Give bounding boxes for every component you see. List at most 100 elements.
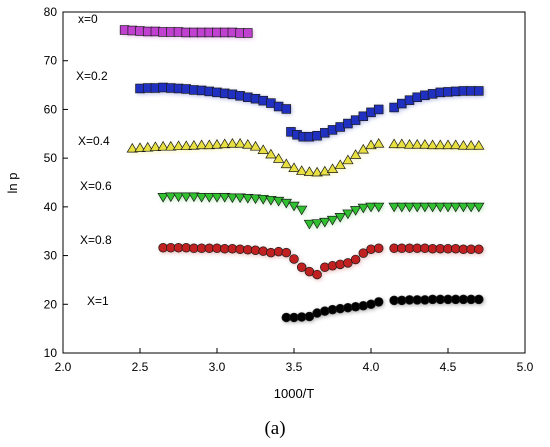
axis-ticks: 2.0 2.5 3.0 3.5 4.0 4.5 5.0 10 20 30 40 50 60 70 80 bbox=[44, 5, 534, 374]
series-label: x=0 bbox=[78, 12, 98, 26]
data-point-series-3 bbox=[419, 202, 431, 213]
data-point-series-2 bbox=[272, 153, 285, 163]
data-point-series-2 bbox=[203, 139, 215, 150]
data-point-series-3 bbox=[165, 192, 177, 203]
x-tick-label: 3.0 bbox=[209, 360, 226, 374]
data-point-series-3 bbox=[211, 193, 223, 203]
data-point-series-2 bbox=[234, 137, 246, 148]
data-point-series-1 bbox=[474, 86, 484, 96]
data-point-series-4 bbox=[350, 254, 361, 265]
data-point-series-3 bbox=[188, 192, 200, 203]
data-point-series-3 bbox=[396, 202, 408, 213]
data-point-series-2 bbox=[226, 137, 239, 148]
data-point-series-4 bbox=[335, 259, 345, 270]
data-point-series-2 bbox=[473, 139, 485, 150]
data-point-series-3 bbox=[342, 209, 354, 220]
data-point-series-1 bbox=[281, 104, 292, 114]
data-point-series-5 bbox=[474, 294, 484, 305]
data-point-series-3 bbox=[442, 202, 454, 213]
data-point-series-2 bbox=[388, 138, 400, 149]
data-point-series-0 bbox=[243, 28, 253, 38]
data-point-series-4 bbox=[474, 244, 484, 254]
data-point-series-2 bbox=[288, 162, 300, 172]
data-point-series-1 bbox=[373, 104, 384, 115]
data-point-series-3 bbox=[349, 206, 362, 216]
data-point-series-3 bbox=[219, 193, 231, 203]
y-tick-label: 40 bbox=[44, 200, 58, 214]
data-point-series-3 bbox=[365, 202, 377, 213]
data-point-series-2 bbox=[434, 139, 446, 150]
series-label: X=0.6 bbox=[80, 179, 112, 193]
data-point-series-2 bbox=[195, 139, 208, 150]
data-point-series-4 bbox=[296, 262, 307, 273]
x-tick-label: 4.5 bbox=[440, 360, 457, 374]
data-point-series-3 bbox=[457, 202, 470, 213]
data-point-series-3 bbox=[303, 219, 316, 230]
data-point-series-3 bbox=[157, 193, 169, 203]
data-point-series-3 bbox=[311, 219, 323, 229]
y-axis-label: ln p bbox=[5, 173, 20, 194]
data-point-series-2 bbox=[172, 140, 185, 151]
data-point-series-3 bbox=[426, 202, 439, 213]
data-point-series-2 bbox=[149, 141, 162, 152]
data-point-series-3 bbox=[450, 202, 462, 213]
series-label: X=1 bbox=[87, 294, 109, 308]
y-tick-label: 80 bbox=[44, 5, 58, 19]
data-point-series-2 bbox=[396, 138, 408, 149]
data-point-series-2 bbox=[126, 142, 138, 153]
data-point-series-4 bbox=[320, 262, 330, 273]
y-tick-label: 30 bbox=[44, 249, 58, 263]
y-tick-label: 60 bbox=[44, 102, 58, 116]
data-point-series-3 bbox=[226, 193, 239, 204]
series-labels: x=0 X=0.2 X=0.4 X=0.6 X=0.8 X=1 bbox=[76, 12, 112, 308]
figure-caption: (a) bbox=[264, 418, 286, 439]
data-point-series-4 bbox=[281, 247, 292, 258]
data-point-series-3 bbox=[296, 205, 308, 216]
data-point-series-3 bbox=[319, 217, 331, 228]
data-point-series-2 bbox=[249, 140, 262, 151]
data-point-series-2 bbox=[442, 139, 454, 150]
series-label: X=0.2 bbox=[76, 69, 108, 83]
data-point-series-2 bbox=[365, 139, 377, 150]
data-point-series-3 bbox=[180, 192, 192, 203]
data-point-series-3 bbox=[357, 203, 369, 214]
data-point-series-2 bbox=[296, 165, 308, 175]
data-point-series-2 bbox=[426, 139, 439, 150]
data-point-series-4 bbox=[358, 248, 369, 258]
data-point-series-2 bbox=[134, 142, 146, 153]
data-point-series-5 bbox=[320, 306, 330, 316]
x-tick-label: 4.0 bbox=[363, 360, 380, 374]
y-tick-label: 70 bbox=[44, 54, 58, 68]
data-point-series-4 bbox=[312, 269, 322, 280]
data-point-series-3 bbox=[257, 194, 269, 205]
y-tick-label: 20 bbox=[44, 297, 58, 311]
data-point-series-4 bbox=[289, 254, 299, 264]
x-tick-label: 5.0 bbox=[517, 360, 534, 374]
marker-shadow-layer bbox=[121, 26, 486, 324]
x-tick-label: 2.5 bbox=[132, 360, 149, 374]
data-point-series-4 bbox=[258, 246, 268, 256]
data-point-series-2 bbox=[450, 139, 462, 150]
data-point-series-2 bbox=[457, 139, 470, 150]
data-point-series-2 bbox=[349, 149, 362, 159]
data-point-series-2 bbox=[411, 138, 423, 149]
data-point-series-5 bbox=[358, 300, 369, 311]
data-point-series-2 bbox=[311, 166, 323, 177]
data-point-series-3 bbox=[280, 198, 292, 209]
x-tick-label: 3.5 bbox=[286, 360, 303, 374]
data-point-series-2 bbox=[242, 138, 254, 149]
x-axis-label: 1000/T bbox=[274, 386, 315, 401]
data-point-series-2 bbox=[219, 138, 231, 149]
data-point-series-2 bbox=[373, 137, 385, 148]
data-point-series-2 bbox=[257, 144, 269, 154]
data-point-series-2 bbox=[157, 140, 169, 151]
data-point-series-2 bbox=[188, 139, 200, 150]
data-point-series-3 bbox=[411, 202, 423, 213]
data-point-series-4 bbox=[373, 243, 384, 254]
data-point-series-3 bbox=[465, 202, 477, 213]
y-tick-label: 10 bbox=[44, 346, 58, 360]
data-point-series-3 bbox=[388, 202, 400, 213]
data-point-series-3 bbox=[203, 193, 215, 203]
data-point-series-2 bbox=[342, 154, 354, 165]
